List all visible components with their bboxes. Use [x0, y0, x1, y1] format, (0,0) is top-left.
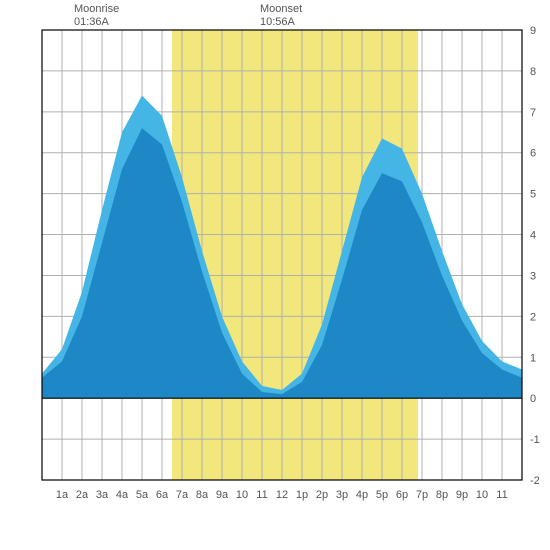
x-tick-label: 3p	[336, 489, 348, 501]
y-tick-label: 8	[530, 66, 536, 78]
top-label-value: 01:36A	[74, 16, 110, 28]
x-tick-label: 3a	[96, 489, 109, 501]
top-label-value: 10:56A	[260, 16, 296, 28]
top-label-title: Moonset	[260, 3, 302, 15]
y-tick-label: 9	[530, 25, 536, 37]
y-tick-label: -2	[530, 475, 540, 487]
x-tick-label: 4p	[356, 489, 368, 501]
y-tick-label: 4	[530, 230, 536, 242]
x-tick-label: 10	[236, 489, 248, 501]
x-tick-label: 10	[476, 489, 488, 501]
y-tick-label: 6	[530, 148, 536, 160]
x-tick-label: 8a	[196, 489, 209, 501]
y-tick-label: -1	[530, 434, 540, 446]
x-tick-label: 6a	[156, 489, 169, 501]
x-tick-label: 9a	[216, 489, 229, 501]
y-tick-label: 3	[530, 270, 536, 282]
x-tick-label: 1a	[56, 489, 69, 501]
x-tick-label: 11	[256, 489, 267, 501]
y-tick-label: 2	[530, 311, 536, 323]
y-tick-label: 7	[530, 107, 536, 119]
x-tick-label: 8p	[436, 489, 448, 501]
top-label-title: Moonrise	[74, 3, 119, 15]
x-tick-label: 2a	[76, 489, 89, 501]
x-tick-label: 12	[276, 489, 288, 501]
x-tick-label: 1p	[296, 489, 308, 501]
x-tick-label: 7p	[416, 489, 428, 501]
x-tick-label: 9p	[456, 489, 468, 501]
x-tick-label: 11	[496, 489, 507, 501]
y-tick-label: 1	[530, 352, 536, 364]
y-tick-label: 0	[530, 393, 536, 405]
x-tick-label: 2p	[316, 489, 328, 501]
x-tick-label: 5p	[376, 489, 388, 501]
y-tick-label: 5	[530, 189, 536, 201]
x-tick-label: 5a	[136, 489, 149, 501]
x-tick-label: 4a	[116, 489, 129, 501]
chart-svg: -2-101234567891a2a3a4a5a6a7a8a9a1011121p…	[0, 0, 550, 550]
x-tick-label: 7a	[176, 489, 189, 501]
tide-chart: -2-101234567891a2a3a4a5a6a7a8a9a1011121p…	[0, 0, 550, 550]
x-tick-label: 6p	[396, 489, 408, 501]
